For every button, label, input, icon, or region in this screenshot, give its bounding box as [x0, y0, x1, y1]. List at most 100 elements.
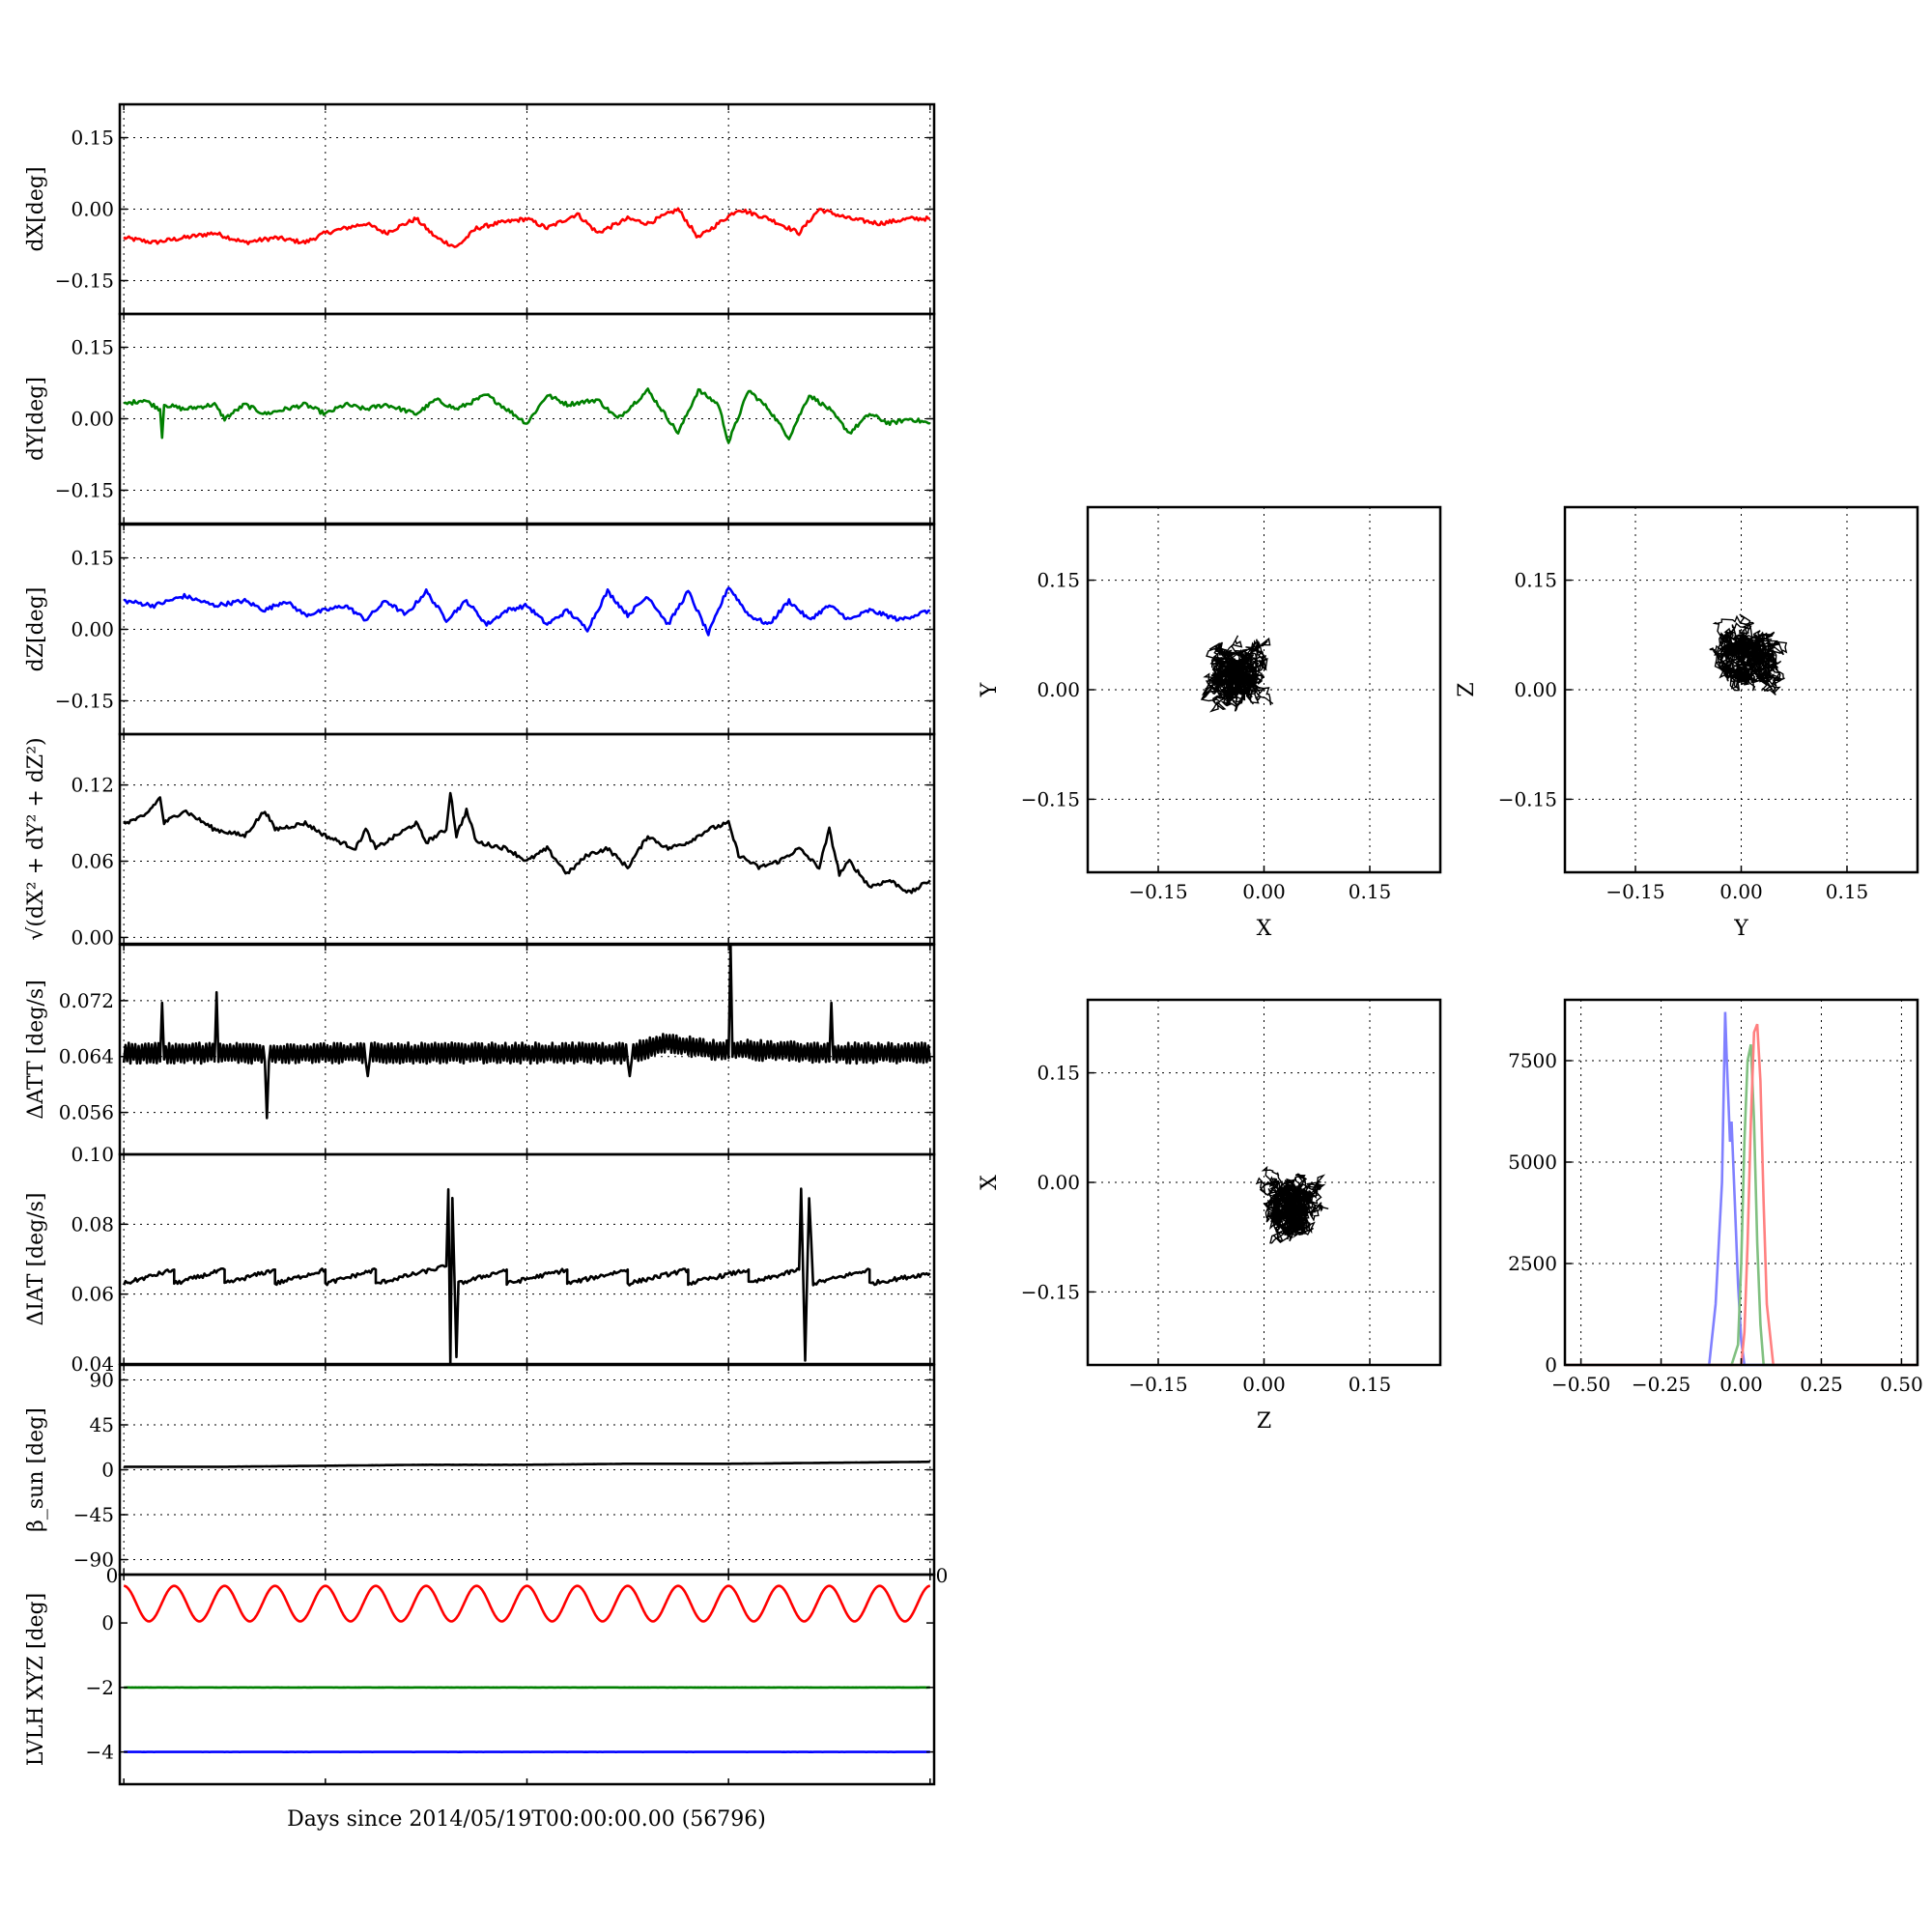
y-tick-label: 0.06 [71, 850, 114, 873]
y-tick-label: 0.04 [71, 1352, 114, 1376]
y-tick-label: 0.072 [59, 989, 114, 1012]
top-tick-label: 0 [936, 1564, 949, 1587]
y-tick-label: −90 [73, 1548, 114, 1572]
series-line-datt-0 [122, 943, 932, 1120]
panel-dr: 0.00 0.06 0.12 √(dX² + dY² + dZ²) [24, 732, 936, 949]
y-tick-label: 0.15 [71, 127, 114, 150]
panel-dy: −0.15 0.00 0.15 dY[deg] [24, 312, 936, 526]
y-tick-label: 90 [90, 1369, 114, 1392]
y-axis-label: β_sun [deg] [24, 1407, 48, 1532]
x-tick-label: −0.25 [1632, 1373, 1690, 1396]
y-tick-label: 0.00 [1514, 678, 1557, 701]
y-axis-label: ΔATT [deg/s] [24, 980, 48, 1119]
x-tick-label: 0.15 [1349, 1373, 1392, 1396]
x-tick-label: 0.00 [1242, 880, 1286, 903]
panel-hist: −0.50 −0.25 0.00 0.25 0.50 0 2500 5000 7500 [1508, 998, 1923, 1396]
y-tick-label: 7500 [1508, 1049, 1557, 1072]
x-tick-label: 0.15 [1349, 880, 1392, 903]
panel-zx: −0.15 −0.15 0.00 0.00 0.15 0.15 Z X [978, 998, 1442, 1434]
y-tick-label: 0.10 [71, 1143, 114, 1166]
y-tick-label: −4 [86, 1741, 114, 1764]
panel-dx: −0.15 0.00 0.15 dX[deg] [24, 102, 936, 316]
panel-dz: −0.15 0.00 0.15 dZ[deg] [24, 523, 936, 736]
y-tick-label: 0.15 [1514, 569, 1557, 592]
y-tick-label: 0.00 [71, 408, 114, 431]
y-axis-label: X [978, 1175, 1002, 1190]
x-axis-label: X [1257, 917, 1272, 941]
x-tick-label: 0.00 [1242, 1373, 1286, 1396]
hist-line-0 [1565, 1011, 1918, 1367]
scatter-cloud-xy [1200, 635, 1274, 713]
series-line-beta-0 [124, 1460, 930, 1468]
y-tick-label: 0.056 [59, 1101, 114, 1124]
histogram-panel: −0.50 −0.25 0.00 0.25 0.50 0 2500 5000 7500 [1508, 998, 1923, 1396]
hist-line-2 [1565, 1023, 1918, 1367]
y-tick-label: 0.00 [71, 925, 114, 949]
x-tick-label: 0.00 [1719, 1373, 1763, 1396]
y-tick-label: −0.15 [55, 478, 114, 501]
y-tick-label: −0.15 [55, 269, 114, 292]
y-axis-label: LVLH XYZ [deg] [24, 1593, 48, 1767]
x-tick-label: −0.15 [1128, 1373, 1187, 1396]
y-tick-label: −0.15 [1021, 787, 1080, 810]
y-tick-label: 0.15 [71, 547, 114, 570]
x-tick-label: 0.00 [1719, 880, 1763, 903]
y-tick-label: −45 [73, 1503, 114, 1526]
x-tick-label: −0.15 [1605, 880, 1664, 903]
y-tick-label: −2 [86, 1676, 114, 1699]
y-tick-label: 0.12 [71, 774, 114, 797]
series-line-dr-0 [123, 791, 931, 895]
series-line-dz-0 [123, 586, 931, 637]
y-tick-label: 2500 [1508, 1252, 1557, 1275]
x-axis-label: Days since 2014/05/19T00:00:00.00 (56796… [287, 1807, 766, 1832]
y-tick-label: 5000 [1508, 1151, 1557, 1174]
panel-yz: −0.15 −0.15 0.00 0.00 0.15 0.15 Y Z [1455, 505, 1919, 941]
top-tick-label: 0 [106, 1564, 119, 1587]
hist-line-1 [1565, 1043, 1918, 1367]
y-tick-label: −0.15 [1021, 1280, 1080, 1303]
projection-panels: −0.15 −0.15 0.00 0.00 0.15 0.15 X Y −0.15 −0.15 0.… [978, 505, 1919, 1434]
y-tick-label: 0.15 [71, 336, 114, 359]
y-axis-label: Y [978, 682, 1002, 697]
y-tick-label: 0.00 [1037, 678, 1080, 701]
x-tick-label: 0.50 [1880, 1373, 1923, 1396]
y-tick-label: 0 [1545, 1353, 1557, 1377]
y-axis-label: √(dX² + dY² + dZ²) [24, 737, 48, 940]
x-tick-label: −0.15 [1128, 880, 1187, 903]
x-axis-label: Z [1257, 1409, 1271, 1434]
y-tick-label: 0.064 [59, 1045, 114, 1068]
series-line-lvlh-0 [123, 1584, 931, 1623]
series-line-dx-0 [123, 207, 930, 248]
y-tick-label: 0.08 [71, 1212, 114, 1236]
x-axis-label: Y [1733, 917, 1748, 941]
y-tick-label: 0 [101, 1459, 114, 1482]
y-tick-label: 0 [101, 1611, 114, 1634]
y-tick-label: 0.15 [1037, 1062, 1080, 1085]
series-line-diat-0 [122, 1187, 931, 1366]
y-tick-label: 0.06 [71, 1283, 114, 1306]
y-tick-label: −0.15 [55, 689, 114, 712]
y-tick-label: 0.15 [1037, 569, 1080, 592]
y-tick-label: 45 [90, 1413, 114, 1436]
y-tick-label: 0.00 [1037, 1171, 1080, 1194]
series-line-dy-0 [123, 387, 931, 444]
panel-frame [118, 732, 936, 946]
panel-beta: −90 −45 0 45 90 β_sun [deg] [24, 1363, 936, 1577]
panel-diat: 0.04 0.06 0.08 0.10 ΔIAT [deg/s] [24, 1143, 936, 1376]
panel-xy: −0.15 −0.15 0.00 0.00 0.15 0.15 X Y [978, 505, 1442, 941]
y-axis-label: ΔIAT [deg/s] [24, 1193, 48, 1326]
x-tick-label: 0.15 [1826, 880, 1869, 903]
y-tick-label: 0.00 [71, 618, 114, 641]
timeseries-panels: −0.15 0.00 0.15 dX[deg] −0.15 0.00 0.15 dY[deg]… [24, 102, 949, 1786]
y-axis-label: Z [1455, 682, 1479, 696]
scatter-cloud-yz [1709, 613, 1788, 696]
y-axis-label: dY[deg] [24, 377, 48, 461]
panel-lvlh: −4 −2 0 0 0 LVLH XYZ [deg] [24, 1564, 949, 1786]
y-axis-label: dZ[deg] [24, 587, 48, 672]
panel-datt: 0.056 0.064 0.072 ΔATT [deg/s] [24, 943, 936, 1156]
scatter-cloud-zx [1255, 1165, 1329, 1244]
y-tick-label: 0.00 [71, 198, 114, 221]
y-tick-label: −0.15 [1498, 787, 1557, 810]
y-axis-label: dX[deg] [24, 166, 48, 251]
